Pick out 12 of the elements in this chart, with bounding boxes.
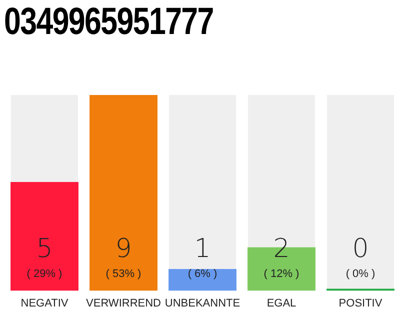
data-label: 5 ( 29% ): [26, 234, 62, 280]
x-tick-label: POSITIV: [338, 297, 383, 310]
bar: [90, 95, 158, 291]
x-tick-label: NEGATIV: [20, 297, 69, 310]
x-tick-label: EGAL: [266, 297, 296, 310]
data-label: 9 ( 53% ): [106, 234, 142, 280]
chart-title: 0349965951777: [4, 0, 214, 44]
bar: [168, 269, 236, 291]
x-tick-label: UNBEKANNTE: [164, 297, 240, 310]
x-tick-label: VERWIRREND: [86, 297, 162, 310]
data-label: 0 ( 0% ): [346, 234, 376, 280]
data-label: 1 ( 6% ): [188, 234, 218, 280]
